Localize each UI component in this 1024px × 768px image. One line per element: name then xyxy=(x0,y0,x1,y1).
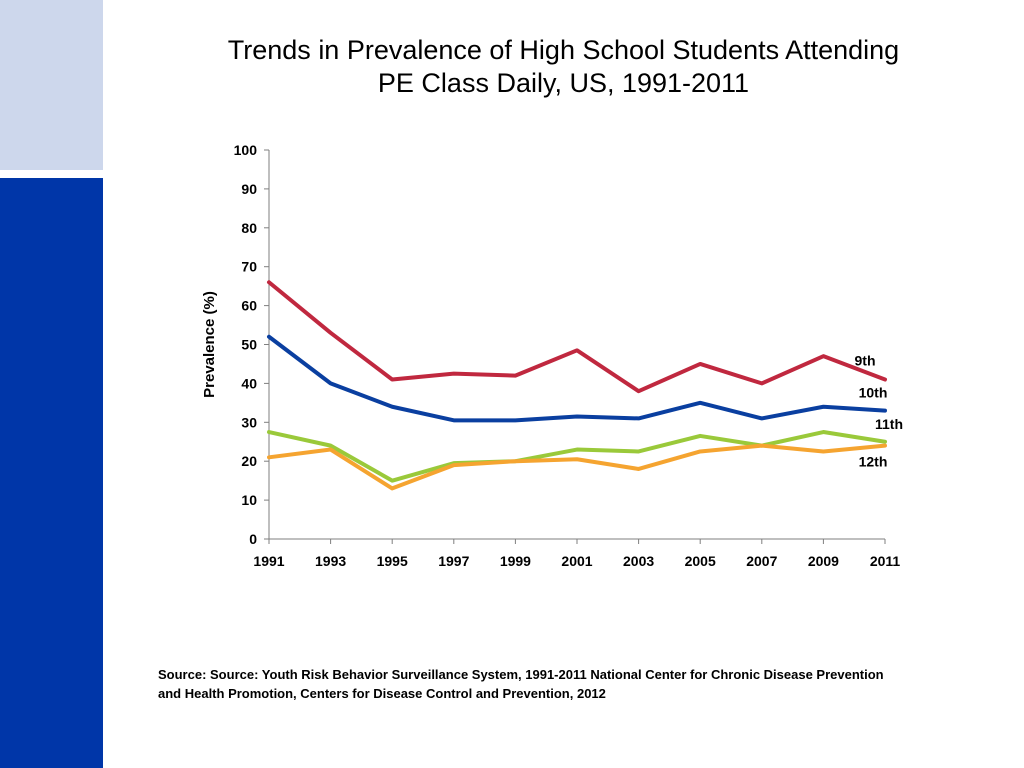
y-tick-label: 90 xyxy=(241,181,257,197)
source-note: Source: Source: Youth Risk Behavior Surv… xyxy=(158,665,998,703)
y-tick-label: 50 xyxy=(241,337,257,353)
x-tick-label: 2007 xyxy=(746,553,777,569)
series-label-11th: 11th xyxy=(875,416,903,432)
series-label-12th: 12th xyxy=(859,454,888,470)
series-label-10th: 10th xyxy=(859,385,888,401)
y-tick-label: 10 xyxy=(241,492,257,508)
slide-title-line-2: PE Class Daily, US, 1991-2011 xyxy=(377,68,750,98)
x-tick-label: 2005 xyxy=(685,553,716,569)
slide-title-line-1: Trends in Prevalence of High School Stud… xyxy=(227,35,900,65)
sidebar-accent-light xyxy=(0,0,103,170)
series-line-11th xyxy=(267,430,887,483)
x-tick-label: 2009 xyxy=(808,553,839,569)
series-line-12th xyxy=(267,443,887,491)
x-tick-label: 2011 xyxy=(870,553,901,569)
x-tick-label: 1999 xyxy=(500,553,531,569)
x-tick-label: 1991 xyxy=(253,553,284,569)
source-note-line-2: and Health Promotion, Centers for Diseas… xyxy=(158,686,606,701)
y-tick-label: 80 xyxy=(241,220,257,236)
y-tick-label: 60 xyxy=(241,298,257,314)
y-tick-label: 20 xyxy=(241,453,257,469)
x-tick-label: 1997 xyxy=(438,553,469,569)
slide-title: Trends in Prevalence of High School Stud… xyxy=(103,34,1024,100)
x-tick-label: 1995 xyxy=(377,553,408,569)
x-tick-label: 2003 xyxy=(623,553,654,569)
y-axis-title: Prevalence (%) xyxy=(201,291,218,398)
y-tick-label: 30 xyxy=(241,414,257,430)
x-tick-label: 2001 xyxy=(561,553,592,569)
y-tick-label: 0 xyxy=(249,531,257,547)
series-label-9th: 9th xyxy=(855,353,876,369)
y-tick-label: 40 xyxy=(241,375,257,391)
series-line-9th xyxy=(267,280,887,394)
source-note-line-1: Source: Source: Youth Risk Behavior Surv… xyxy=(158,667,884,682)
y-tick-label: 100 xyxy=(234,142,258,158)
x-tick-label: 1993 xyxy=(315,553,346,569)
series-line-10th xyxy=(267,334,887,423)
sidebar-accent-dark xyxy=(0,178,103,768)
y-tick-label: 70 xyxy=(241,259,257,275)
